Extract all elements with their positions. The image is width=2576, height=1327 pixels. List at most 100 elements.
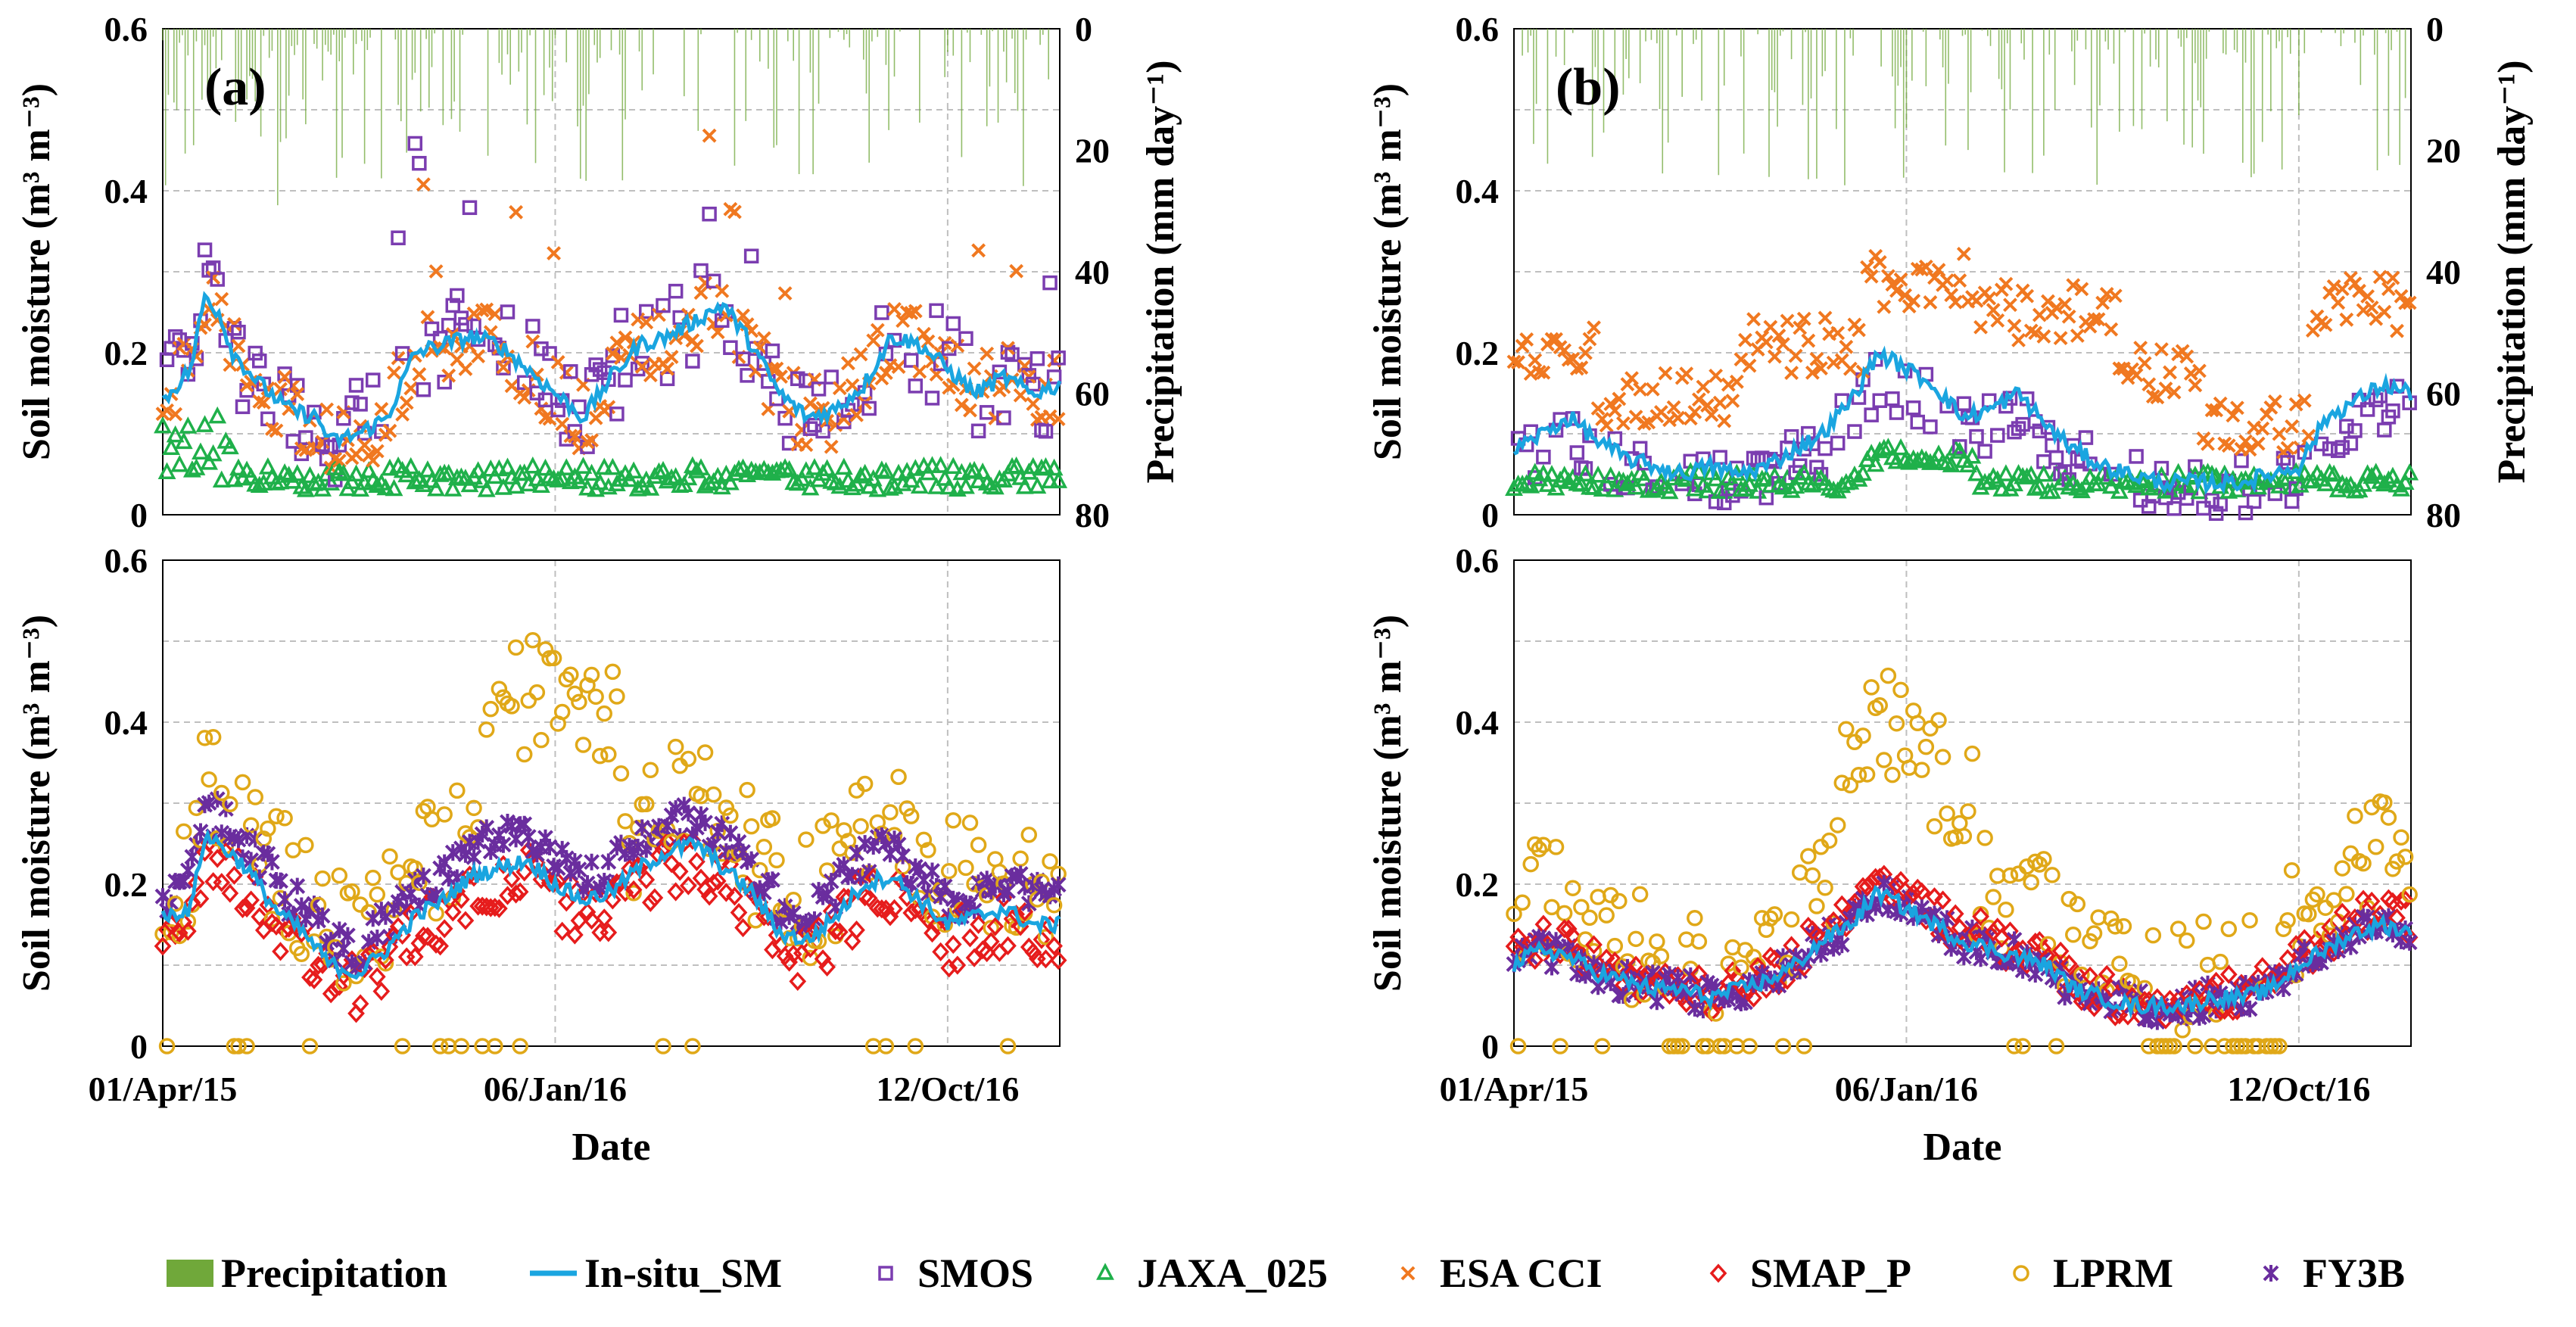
- lprm-point: [167, 896, 184, 912]
- lprm-point: [680, 750, 697, 768]
- esa-point: [1918, 259, 1933, 274]
- fy3b-point: [179, 861, 196, 879]
- esa-point: [2226, 408, 2241, 423]
- esa-point: [2066, 278, 2081, 293]
- esa-point: [1801, 333, 1816, 348]
- smos-point: [1923, 419, 1938, 435]
- legend-item: JAXA_025: [1096, 1251, 1328, 1296]
- smos-point: [1885, 391, 1900, 407]
- esa-point: [2095, 295, 2110, 310]
- jaxa-point: [1627, 477, 1645, 495]
- smap-point: [717, 883, 735, 902]
- esa-point: [1587, 320, 1601, 335]
- lprm-point: [642, 762, 659, 778]
- jaxa-point: [376, 478, 395, 496]
- esa-point: [2145, 389, 2160, 404]
- smos-point: [609, 407, 625, 422]
- jaxa-point: [1723, 473, 1742, 491]
- jaxa-point: [641, 478, 660, 496]
- smos-point: [537, 392, 553, 408]
- smos-point: [462, 200, 478, 216]
- jaxa-point: [730, 459, 748, 477]
- jaxa-point: [2022, 465, 2041, 483]
- smap-point: [679, 876, 697, 896]
- lprm-point: [852, 818, 869, 835]
- smap-point: [1984, 922, 2002, 942]
- smap-point: [2081, 966, 2099, 986]
- esa-point: [2364, 300, 2379, 315]
- jaxa-point: [1790, 467, 1809, 485]
- lprm-point: [609, 688, 625, 705]
- smap-point: [2254, 957, 2272, 977]
- lprm-point: [2241, 912, 2258, 929]
- lprm-point: [369, 886, 386, 903]
- esa-point: [840, 356, 855, 371]
- smos-point: [743, 248, 759, 264]
- legend: Precipitation In-situ_SM SMOS JAXA_025 ESA C…: [167, 1251, 2405, 1296]
- esa-point: [605, 346, 620, 361]
- smos-point: [1847, 424, 1862, 439]
- lprm-point: [268, 808, 285, 825]
- lprm-point: [1674, 1038, 1690, 1054]
- smos-point: [1910, 414, 1925, 430]
- smap-point: [2333, 902, 2351, 922]
- esa-point: [176, 336, 192, 351]
- esa-point: [702, 128, 717, 143]
- lprm-point: [1509, 1038, 1527, 1054]
- smos-point: [542, 346, 557, 361]
- smap-point: [226, 865, 243, 885]
- legend-item: SMOS: [878, 1251, 1033, 1296]
- lprm-point: [260, 820, 276, 837]
- smos-point: [2078, 430, 2094, 445]
- esa-point: [1952, 273, 1967, 288]
- jaxa-point: [902, 470, 920, 488]
- jaxa-point: [574, 456, 593, 474]
- esa-point: [1569, 361, 1584, 376]
- smos-point: [2204, 493, 2219, 508]
- smap-point: [886, 899, 903, 919]
- lprm-point: [516, 746, 533, 763]
- smap-point: [1766, 949, 1783, 969]
- lprm-point: [2275, 920, 2292, 937]
- jaxa-point: [625, 461, 643, 478]
- jaxa-point: [2043, 481, 2061, 499]
- fy3b-point: [335, 940, 352, 958]
- esa-point: [1982, 291, 1997, 306]
- lprm-point: [1733, 959, 1749, 976]
- esa-point: [887, 302, 902, 316]
- smos-point: [2129, 449, 2144, 464]
- esa-point: [2061, 309, 2076, 324]
- lprm-point: [2380, 809, 2397, 826]
- esa-point: [2402, 295, 2417, 310]
- jaxa-point: [477, 480, 496, 497]
- esa-point: [416, 177, 431, 192]
- jaxa-point: [187, 458, 206, 475]
- esa-point: [1603, 397, 1618, 412]
- lprm-point: [970, 836, 987, 853]
- jaxa-point: [1912, 448, 1931, 466]
- esa-point: [1990, 313, 2005, 328]
- jaxa-point: [204, 444, 223, 462]
- lprm-point: [234, 774, 251, 791]
- lprm-point: [1543, 899, 1560, 916]
- jaxa-point: [843, 478, 861, 496]
- esa-point: [2070, 329, 2085, 343]
- fy3b-point: [1973, 950, 1989, 967]
- smap-point: [1709, 1263, 1727, 1283]
- lprm-point: [1858, 766, 1876, 783]
- esa-point: [1818, 310, 1833, 326]
- lprm-point: [1876, 752, 1892, 768]
- jaxa-point: [578, 478, 596, 496]
- smap-point: [688, 852, 706, 871]
- esa-point: [736, 308, 750, 323]
- lprm-point: [222, 796, 238, 812]
- smos-point: [970, 423, 986, 439]
- esa-point: [1948, 294, 1963, 310]
- lprm-point: [2355, 855, 2372, 872]
- smap-point: [427, 934, 445, 954]
- smap-point: [600, 923, 618, 942]
- smos-point: [1029, 351, 1045, 366]
- smap-point: [1724, 961, 1742, 981]
- jaxa-point: [750, 463, 769, 481]
- lprm-point: [999, 1038, 1017, 1054]
